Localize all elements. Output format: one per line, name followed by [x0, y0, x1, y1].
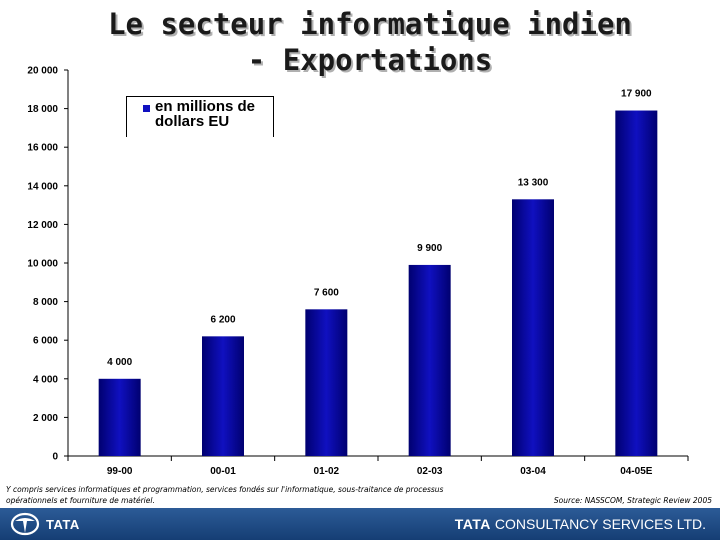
y-tick-label: 18 000 — [27, 104, 58, 115]
data-label: 6 200 — [210, 314, 235, 325]
y-tick-label: 20 000 — [27, 66, 58, 77]
legend-swatch — [143, 105, 150, 112]
title-line-2: - Exportations — [247, 43, 493, 77]
y-tick-label: 10 000 — [27, 259, 58, 270]
tata-logo-icon — [10, 512, 40, 536]
x-tick-label: 04-05E — [620, 466, 653, 477]
brand-right-name: CONSULTANCY SERVICES LTD. — [494, 516, 706, 532]
x-tick-label: 03-04 — [520, 466, 546, 477]
footer-logo-right: TATA CONSULTANCY SERVICES LTD. — [455, 511, 706, 537]
chart-title: Le secteur informatique indien - Exporta… — [60, 6, 680, 78]
bar — [512, 199, 554, 456]
footnote: Y compris services informatiques et prog… — [6, 484, 526, 506]
y-tick-label: 14 000 — [27, 181, 58, 192]
data-label: 7 600 — [314, 287, 339, 298]
brand-right-tata: TATA — [454, 516, 491, 532]
y-tick-label: 12 000 — [27, 220, 58, 231]
footnote-line-1: Y compris services informatiques et prog… — [6, 485, 444, 494]
data-label: 13 300 — [518, 177, 549, 188]
x-tick-label: 99-00 — [107, 466, 133, 477]
y-tick-label: 8 000 — [33, 297, 58, 308]
bar — [202, 336, 244, 456]
bar — [408, 264, 451, 456]
title-line-1: Le secteur informatique indien — [108, 7, 632, 41]
footnote-line-2: opérationnels et fourniture de matériel. — [6, 496, 155, 505]
footer-bar: TATA TATA CONSULTANCY SERVICES LTD. — [0, 508, 720, 540]
legend: en millions de dollars EU — [126, 96, 274, 137]
y-tick-label: 16 000 — [27, 143, 58, 154]
source-note: Source: NASSCOM, Strategic Review 2005 — [553, 496, 712, 505]
y-tick-label: 0 — [52, 452, 58, 463]
x-tick-label: 00-01 — [210, 466, 236, 477]
footer-logo-left: TATA — [10, 511, 80, 537]
bar — [305, 309, 348, 456]
data-label: 9 900 — [417, 243, 442, 254]
x-tick-label: 01-02 — [314, 466, 340, 477]
data-label: 4 000 — [107, 357, 132, 368]
x-tick-label: 02-03 — [417, 466, 443, 477]
legend-label: en millions de dollars EU — [155, 98, 256, 130]
data-label: 17 900 — [621, 89, 652, 100]
bar — [615, 110, 658, 456]
y-tick-label: 2 000 — [33, 413, 58, 424]
bar — [98, 378, 141, 456]
y-tick-label: 4 000 — [33, 374, 58, 385]
y-tick-label: 6 000 — [33, 336, 58, 347]
brand-left: TATA — [46, 516, 80, 532]
